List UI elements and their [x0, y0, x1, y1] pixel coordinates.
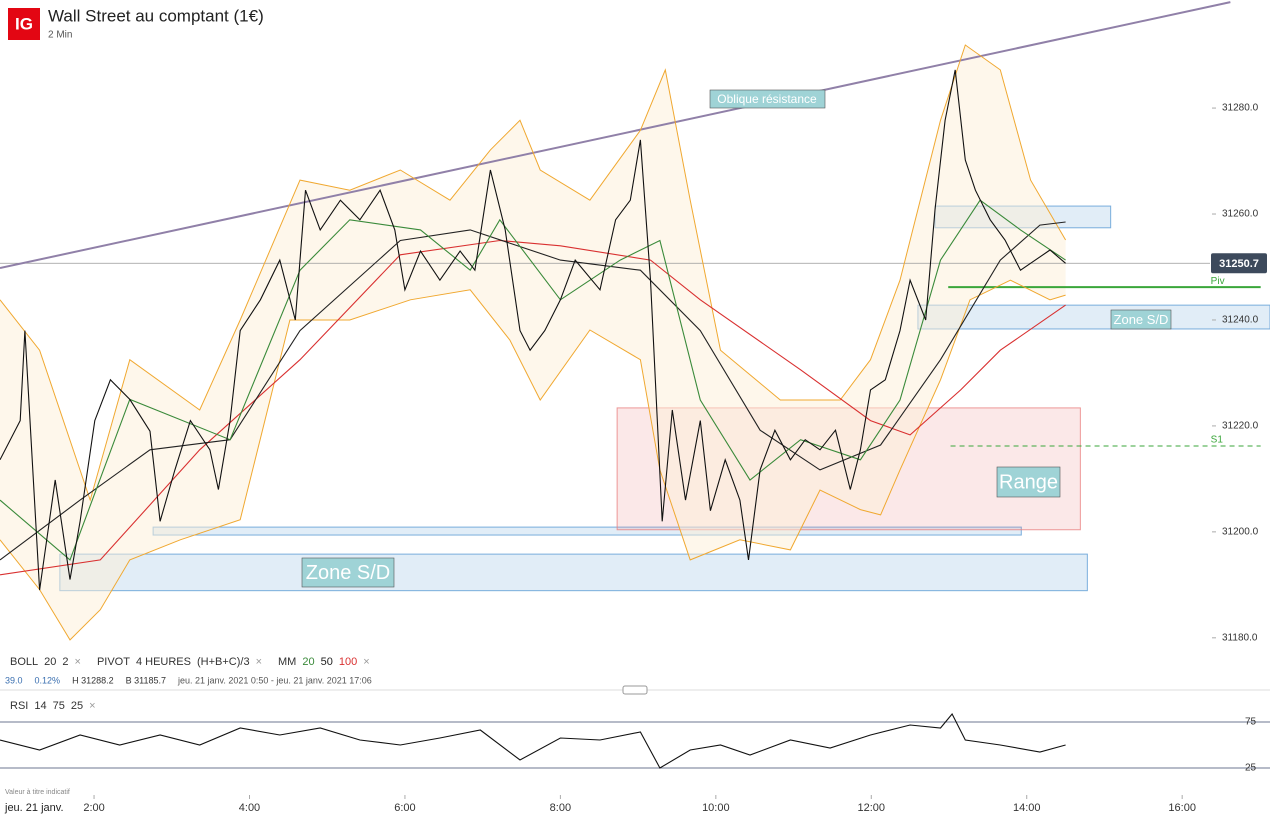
legend-label: MM — [278, 656, 296, 668]
x-tick-label: 4:00 — [239, 802, 260, 814]
y-tick-label: 31180.0 — [1222, 632, 1258, 643]
legend-param: 4 HEURES — [136, 656, 191, 668]
legend-param: (H+B+C)/3 — [197, 656, 250, 668]
legend-param: 20 — [302, 656, 314, 668]
annotation-box — [301, 557, 395, 588]
line-series — [0, 221, 1066, 561]
annotation-box — [996, 466, 1061, 498]
legend-close: × — [256, 656, 262, 668]
indicator-legend: BOLL 20 2 × PIVOT 4 HEURES (H+B+C)/3 × MM 20 50 100… — [5, 656, 372, 685]
legend-close: × — [75, 656, 81, 668]
legend-param: 100 — [339, 656, 357, 668]
watermark: Valeur à titre indicatif — [5, 789, 70, 796]
x-tick-label: 14:00 — [1013, 802, 1041, 814]
line-series — [0, 239, 1066, 576]
resize-handle[interactable] — [622, 685, 648, 695]
main-plot: Piv S1 Oblique résistance Zone S/D Range Zone… — [0, 1, 1270, 643]
zone — [59, 553, 1088, 592]
y-tick-label: 31260.0 — [1222, 209, 1259, 220]
bollinger-upper — [0, 44, 1067, 502]
line-series — [0, 713, 1066, 769]
y-tick-label: 25 — [1245, 763, 1257, 774]
x-tick-label: 12:00 — [858, 802, 886, 814]
bollinger-lower — [0, 279, 1066, 641]
legend-label: BOLL — [10, 656, 38, 668]
legend-label: RSI — [10, 700, 28, 712]
pivot-label: S1 — [1211, 435, 1224, 446]
y-tick-label: 31280.0 — [1222, 103, 1259, 114]
annotation-label: Zone S/D — [1114, 312, 1169, 327]
series-group — [0, 44, 1067, 641]
annotation-box — [709, 89, 826, 109]
last-price-label: 31250.7 — [1219, 258, 1259, 270]
legend-close: × — [89, 700, 95, 712]
line-series — [0, 69, 1066, 591]
x-tick-label: 16:00 — [1168, 802, 1196, 814]
logo — [8, 8, 40, 40]
pivot-label: Piv — [1211, 276, 1225, 287]
title: Wall Street au comptant (1€) — [48, 6, 264, 25]
x-tick-label: 10:00 — [702, 802, 730, 814]
legend-param: 14 — [34, 700, 46, 712]
bollinger-fill — [0, 45, 1066, 640]
info-text: B 31185.7 — [126, 675, 166, 685]
legend-param: 75 — [53, 700, 65, 712]
y-tick-label: 31220.0 — [1222, 421, 1259, 432]
annotation-label: Zone S/D — [306, 562, 390, 584]
annotation-label: Oblique résistance — [717, 92, 817, 106]
x-tick-label: 2:00 — [83, 802, 104, 814]
trendline — [0, 1, 1231, 270]
annotation-box — [1110, 309, 1172, 330]
y-tick-label: 31200.0 — [1222, 527, 1259, 538]
date-label: jeu. 21 janv. — [4, 802, 64, 814]
annotation-label: Range — [999, 471, 1058, 493]
info-text: H 31288.2 — [72, 675, 114, 685]
legend-param: 20 — [44, 656, 56, 668]
info-text: 39.0 — [5, 675, 23, 685]
legend-label: PIVOT — [97, 656, 130, 668]
legend-param: 50 — [321, 656, 333, 668]
annotations: Piv S1 Oblique résistance Zone S/D Range Zone… — [0, 1, 1270, 640]
subtitle: 2 Min — [48, 30, 72, 41]
info-text: 0.12% — [35, 675, 61, 685]
y-tick-label: 31240.0 — [1222, 315, 1259, 326]
info-text: jeu. 21 janv. 2021 0:50 - jeu. 21 janv. … — [177, 675, 372, 685]
legend-param: 2 — [62, 656, 68, 668]
x-tick-label: 8:00 — [550, 802, 571, 814]
y-tick-label: 75 — [1245, 717, 1257, 728]
rsi-plot: RSI 14 75 25 × 25 75 2:00 4:00 6:00 8:00 10:00 12:00… — [0, 700, 1270, 814]
legend-param: 25 — [71, 700, 83, 712]
logo-text: IG — [15, 14, 33, 33]
x-tick-label: 6:00 — [394, 802, 415, 814]
last-price-tag — [1211, 253, 1267, 274]
legend-close: × — [363, 656, 369, 668]
